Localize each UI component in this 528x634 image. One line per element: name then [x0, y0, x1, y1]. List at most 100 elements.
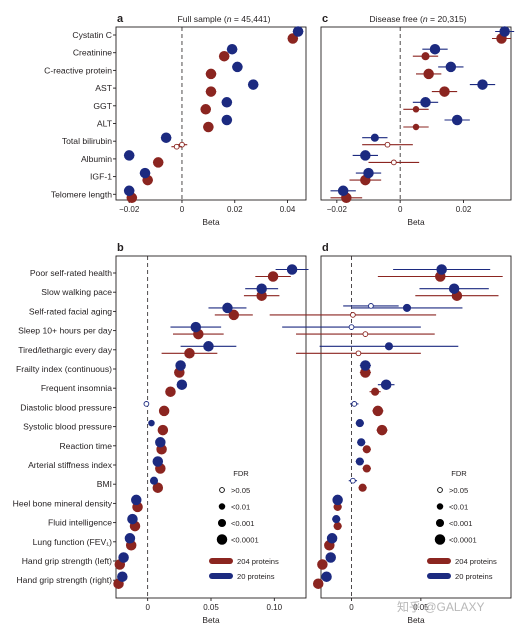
- x-tick-label: 0: [145, 603, 150, 612]
- panel-b-frame: [115, 255, 307, 599]
- data-point: [348, 324, 355, 330]
- data-point: [355, 350, 362, 357]
- data-point: [355, 419, 364, 428]
- category-label: Hand grip strength (right): [16, 575, 112, 585]
- data-point: [152, 157, 164, 168]
- data-point: [205, 86, 217, 97]
- legend-series-label: 20 proteins: [455, 572, 493, 581]
- legend-fdr-title: FDR: [233, 469, 249, 478]
- data-point: [355, 457, 364, 466]
- legend-d: FDR >0.05 <0.01 <0.001 <0.0001 204 proteins 20…: [427, 469, 497, 581]
- legend-b: FDR >0.05 <0.01 <0.001 <0.0001 204 proteins 20…: [209, 469, 279, 581]
- x-tick-label: −0.02: [119, 205, 140, 214]
- x-tick-label: 0.02: [227, 205, 243, 214]
- category-label: Fluid intelligence: [48, 518, 112, 528]
- x-tick-label: 0: [180, 205, 185, 214]
- x-tick-label: 0.10: [267, 603, 283, 612]
- panel-d-letter: d: [322, 242, 329, 254]
- data-point: [384, 141, 391, 148]
- category-label: BMI: [97, 479, 112, 489]
- data-point: [351, 401, 358, 407]
- x-tick-label: 0: [398, 205, 403, 214]
- data-point: [477, 79, 488, 90]
- x-tick-label: 0.02: [456, 205, 472, 214]
- category-label: Systolic blood pressure: [23, 422, 112, 432]
- data-point: [357, 438, 366, 447]
- data-point: [175, 360, 186, 371]
- legend-series-swatch: [427, 573, 451, 579]
- data-point: [287, 33, 299, 44]
- category-label: C-reactive protein: [44, 65, 112, 75]
- panel-c-title: Disease free (n = 20,315): [369, 14, 466, 24]
- data-point: [247, 79, 259, 90]
- panel-d: d 0 0.05 Beta: [269, 242, 512, 625]
- data-point: [412, 123, 420, 131]
- data-point: [380, 379, 392, 390]
- panel-b: b Poor self-rated health Slow walking pac…: [13, 242, 309, 625]
- legend-fdr-label: <0.001: [449, 519, 472, 528]
- data-point: [127, 513, 138, 525]
- data-point: [445, 61, 457, 73]
- data-point: [370, 133, 379, 142]
- category-label: Slow walking pace: [41, 287, 112, 297]
- legend-fdr-label: >0.05: [231, 486, 250, 495]
- legend-series-label: 204 proteins: [455, 557, 497, 566]
- data-point: [360, 150, 371, 161]
- legend-fdr-title: FDR: [451, 469, 467, 478]
- panel-a-letter: a: [117, 13, 124, 25]
- category-label: Albumin: [81, 154, 112, 164]
- data-point: [139, 167, 151, 179]
- category-label: IGF-1: [90, 172, 112, 182]
- data-point: [232, 61, 243, 73]
- data-point: [451, 114, 463, 126]
- data-point: [421, 52, 430, 61]
- data-point: [325, 552, 336, 563]
- legend-fdr-label: <0.001: [231, 519, 254, 528]
- data-point: [218, 50, 230, 62]
- panel-a-xlabel: Beta: [202, 217, 220, 227]
- category-label: Poor self-rated health: [30, 268, 112, 278]
- data-point: [368, 303, 374, 309]
- data-point: [412, 106, 420, 113]
- data-point: [203, 341, 214, 352]
- data-point: [173, 143, 180, 150]
- legend-series-label: 204 proteins: [237, 557, 279, 566]
- data-point: [402, 303, 412, 312]
- data-point: [286, 264, 298, 275]
- x-tick-label: 0.05: [413, 603, 429, 612]
- data-point: [226, 43, 238, 55]
- category-label: GGT: [93, 101, 112, 111]
- data-point: [123, 185, 135, 197]
- data-point: [420, 97, 431, 108]
- data-point: [123, 150, 135, 161]
- data-point: [131, 494, 142, 506]
- data-point: [200, 104, 211, 115]
- legend-fdr-label: <0.01: [449, 503, 468, 512]
- data-point: [149, 476, 159, 485]
- data-point: [350, 312, 356, 318]
- category-label: Self-rated facial aging: [29, 306, 112, 316]
- data-point: [176, 379, 188, 390]
- category-label: Heel bone mineral density: [13, 498, 113, 508]
- data-point: [152, 456, 164, 467]
- panel-d-xlabel: Beta: [407, 615, 425, 625]
- category-label: Total bilirubin: [62, 136, 112, 146]
- panel-a: a Full sample (n = 45,441) Cystatin C Cre…: [44, 13, 307, 227]
- legend-fdr-marker: [217, 518, 227, 528]
- data-point: [332, 494, 343, 506]
- data-point: [157, 424, 169, 436]
- data-point: [376, 424, 388, 436]
- data-point: [362, 445, 371, 454]
- legend-fdr-label: <0.0001: [449, 536, 477, 545]
- panel-d-frame: [320, 255, 512, 599]
- panel-a-title: Full sample (n = 45,441): [178, 14, 271, 24]
- panel-c: c Disease free (n = 20,315) −0.02 0 0.02 B…: [320, 13, 515, 227]
- legend-fdr-marker: [434, 534, 446, 545]
- data-point: [117, 571, 128, 582]
- panel-c-letter: c: [322, 13, 328, 25]
- legend-fdr-marker: [437, 487, 443, 493]
- data-point: [321, 571, 332, 582]
- category-label: Sleep 10+ hours per day: [18, 326, 113, 336]
- legend-fdr-label: <0.01: [231, 503, 250, 512]
- data-point: [384, 342, 394, 351]
